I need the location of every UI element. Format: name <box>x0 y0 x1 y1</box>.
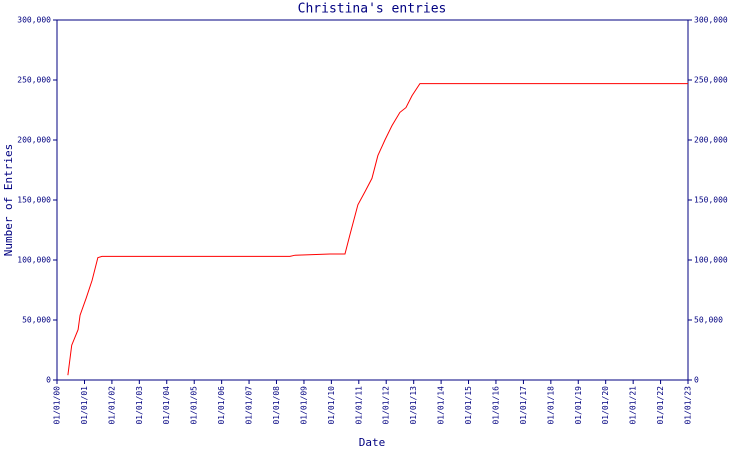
x-tick-label: 01/01/01 <box>80 386 89 425</box>
y2-tick-label: 200,000 <box>694 136 728 145</box>
x-tick-label: 01/01/18 <box>546 386 555 425</box>
x-tick-label: 01/01/06 <box>217 386 226 425</box>
x-tick-label: 01/01/14 <box>437 386 446 425</box>
y-tick-label: 50,000 <box>22 316 51 325</box>
y2-tick-label: 0 <box>694 376 699 385</box>
x-tick-label: 01/01/09 <box>299 386 308 425</box>
x-tick-label: 01/01/00 <box>53 386 62 425</box>
x-tick-label: 01/01/02 <box>107 386 116 425</box>
x-tick-label: 01/01/15 <box>464 386 473 425</box>
y-tick-label: 150,000 <box>17 196 51 205</box>
plot-frame <box>56 19 689 381</box>
y2-tick-label: 100,000 <box>694 256 728 265</box>
x-axis-label: Date <box>359 436 386 449</box>
y-tick-label: 0 <box>46 376 51 385</box>
x-tick-label: 01/01/21 <box>629 386 638 425</box>
x-tick-label: 01/01/07 <box>245 386 254 425</box>
x-tick-label: 01/01/10 <box>327 386 336 425</box>
y-tick-label: 250,000 <box>17 76 51 85</box>
y-tick-label: 100,000 <box>17 256 51 265</box>
x-tick-label: 01/01/23 <box>684 386 693 425</box>
x-tick-label: 01/01/20 <box>601 386 610 425</box>
x-tick-label: 01/01/04 <box>162 386 171 425</box>
x-tick-label: 01/01/12 <box>382 386 391 425</box>
x-tick-label: 01/01/22 <box>656 386 665 425</box>
y2-tick-label: 300,000 <box>694 16 728 25</box>
y-tick-label: 200,000 <box>17 136 51 145</box>
data-line <box>67 83 688 376</box>
x-tick-label: 01/01/16 <box>491 386 500 425</box>
y2-tick-label: 50,000 <box>694 316 723 325</box>
y-axis-label: Number of Entries <box>2 144 15 257</box>
y2-tick-label: 250,000 <box>694 76 728 85</box>
x-tick-label: 01/01/13 <box>409 386 418 425</box>
x-tick-label: 01/01/03 <box>135 386 144 425</box>
x-tick-label: 01/01/17 <box>519 386 528 425</box>
x-tick-label: 01/01/11 <box>354 386 363 425</box>
x-tick-label: 01/01/05 <box>190 386 199 425</box>
chart-title: Christina's entries <box>298 2 447 17</box>
y2-tick-label: 150,000 <box>694 196 728 205</box>
x-tick-label: 01/01/19 <box>574 386 583 425</box>
y-tick-label: 300,000 <box>17 16 51 25</box>
x-tick-label: 01/01/08 <box>272 386 281 425</box>
